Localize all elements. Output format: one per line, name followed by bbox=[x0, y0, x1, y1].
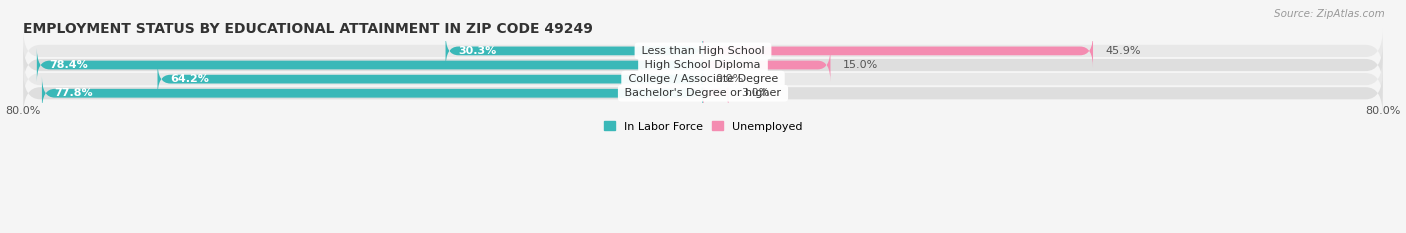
FancyBboxPatch shape bbox=[42, 76, 703, 110]
Text: Source: ZipAtlas.com: Source: ZipAtlas.com bbox=[1274, 9, 1385, 19]
FancyBboxPatch shape bbox=[703, 34, 1092, 68]
Text: Bachelor's Degree or higher: Bachelor's Degree or higher bbox=[621, 88, 785, 98]
Text: 78.4%: 78.4% bbox=[49, 60, 89, 70]
Text: 3.0%: 3.0% bbox=[741, 88, 769, 98]
FancyBboxPatch shape bbox=[703, 76, 728, 110]
Text: 0.0%: 0.0% bbox=[716, 74, 744, 84]
FancyBboxPatch shape bbox=[157, 62, 703, 96]
Text: 45.9%: 45.9% bbox=[1105, 46, 1142, 56]
FancyBboxPatch shape bbox=[37, 48, 703, 82]
Text: College / Associate Degree: College / Associate Degree bbox=[624, 74, 782, 84]
Text: High School Diploma: High School Diploma bbox=[641, 60, 765, 70]
Text: 15.0%: 15.0% bbox=[844, 60, 879, 70]
FancyBboxPatch shape bbox=[24, 57, 1382, 101]
Legend: In Labor Force, Unemployed: In Labor Force, Unemployed bbox=[599, 117, 807, 136]
FancyBboxPatch shape bbox=[703, 48, 831, 82]
FancyBboxPatch shape bbox=[24, 43, 1382, 87]
Text: 77.8%: 77.8% bbox=[55, 88, 93, 98]
Text: 30.3%: 30.3% bbox=[458, 46, 496, 56]
Text: EMPLOYMENT STATUS BY EDUCATIONAL ATTAINMENT IN ZIP CODE 49249: EMPLOYMENT STATUS BY EDUCATIONAL ATTAINM… bbox=[24, 22, 593, 36]
Text: Less than High School: Less than High School bbox=[638, 46, 768, 56]
FancyBboxPatch shape bbox=[24, 71, 1382, 115]
Text: 64.2%: 64.2% bbox=[170, 74, 209, 84]
FancyBboxPatch shape bbox=[446, 34, 703, 68]
FancyBboxPatch shape bbox=[24, 29, 1382, 73]
